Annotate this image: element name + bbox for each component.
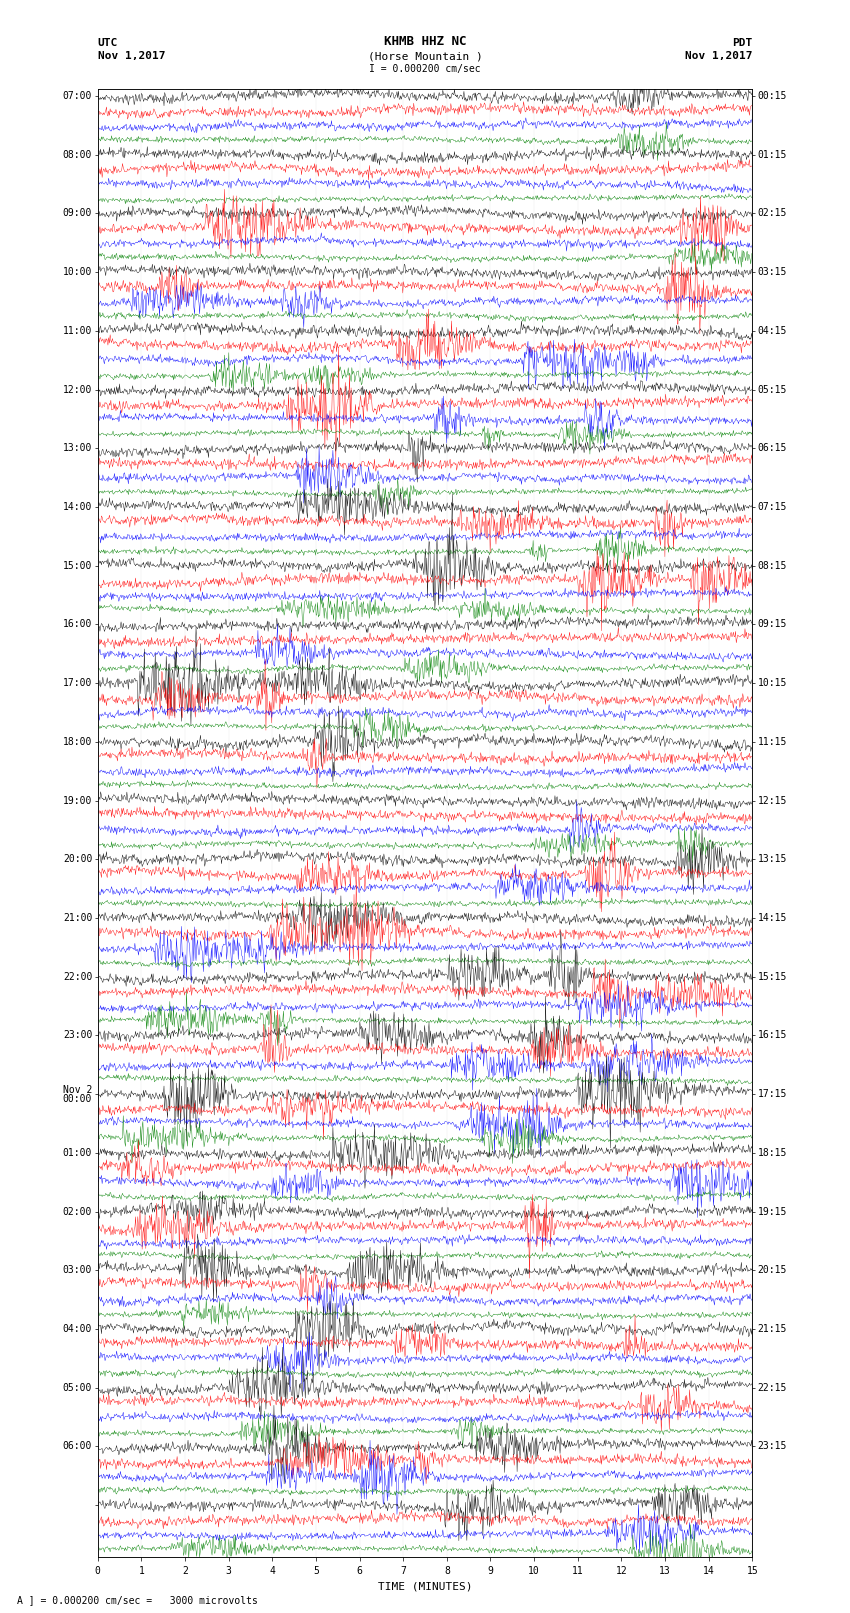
Text: I = 0.000200 cm/sec: I = 0.000200 cm/sec	[369, 65, 481, 74]
Text: Nov 1,2017: Nov 1,2017	[98, 52, 165, 61]
Text: PDT: PDT	[732, 39, 752, 48]
Text: (Horse Mountain ): (Horse Mountain )	[367, 52, 483, 61]
Text: KHMB HHZ NC: KHMB HHZ NC	[383, 35, 467, 48]
Text: A ] = 0.000200 cm/sec =   3000 microvolts: A ] = 0.000200 cm/sec = 3000 microvolts	[17, 1595, 258, 1605]
Text: UTC: UTC	[98, 39, 118, 48]
X-axis label: TIME (MINUTES): TIME (MINUTES)	[377, 1581, 473, 1590]
Text: Nov 1,2017: Nov 1,2017	[685, 52, 752, 61]
